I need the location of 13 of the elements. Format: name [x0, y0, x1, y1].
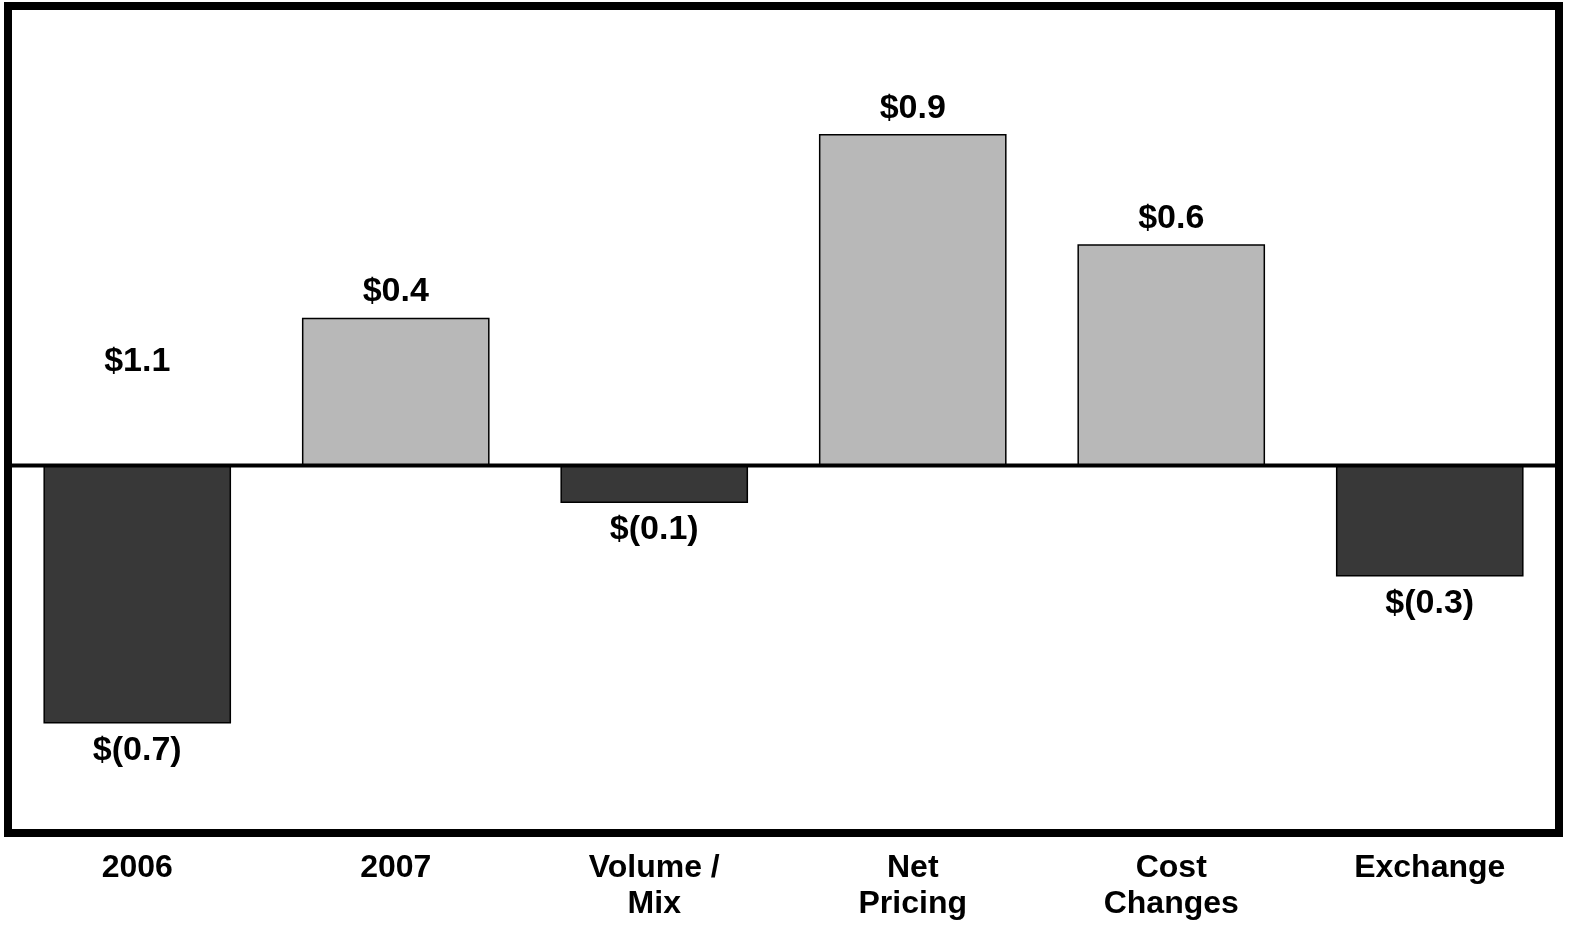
data-label: $0.4: [362, 270, 429, 309]
x-tick-label: 2006: [101, 847, 173, 884]
x-tick-label: Net Pricing: [858, 847, 967, 920]
data-label: $(0.7): [92, 728, 182, 767]
data-label: $(0.3): [1385, 581, 1475, 620]
x-tick-label: Volume / Mix: [588, 847, 720, 920]
x-tick-label: Cost Changes: [1103, 847, 1239, 920]
x-tick-label: Exchange: [1354, 847, 1506, 884]
data-label: $(0.1): [609, 508, 699, 547]
data-label: $0.9: [879, 86, 946, 125]
data-label: $0.6: [1138, 196, 1205, 235]
x-tick-label: 2007: [360, 847, 432, 884]
annotation: $1.1: [104, 340, 171, 378]
